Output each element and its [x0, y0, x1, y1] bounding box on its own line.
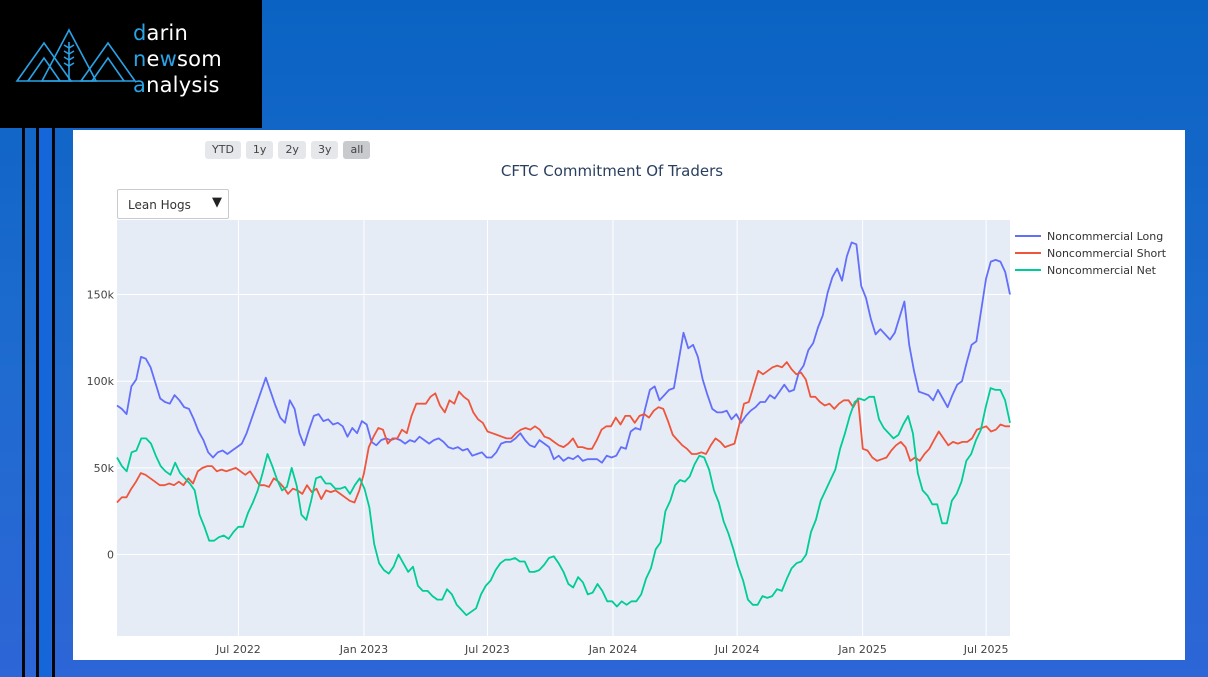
- y-tick-label: 50k: [94, 462, 115, 475]
- series-line-noncommercial-short[interactable]: [116, 361, 1010, 504]
- y-tick-label: 150k: [87, 289, 115, 302]
- brand-line-analysis: analysis: [133, 73, 220, 97]
- decor-stripe: [52, 128, 55, 677]
- series-line-noncommercial-long[interactable]: [116, 241, 1011, 464]
- x-tick-label: Jul 2025: [963, 643, 1009, 656]
- brand-line-newsom: newsom: [133, 47, 222, 71]
- series-line-noncommercial-net[interactable]: [116, 387, 1011, 617]
- brand-line-darin: darin: [133, 21, 188, 45]
- decor-stripe: [39, 128, 51, 677]
- decor-stripe: [36, 128, 39, 677]
- legend-item[interactable]: Noncommercial Long: [1015, 230, 1163, 243]
- x-tick-label: Jan 2024: [588, 643, 637, 656]
- chart-title: CFTC Commitment Of Traders: [500, 162, 724, 180]
- commodity-dropdown-value: Lean Hogs: [128, 198, 191, 212]
- brand-logo-box: darin newsom analysis: [0, 0, 262, 128]
- x-tick-label: Jul 2023: [464, 643, 510, 656]
- commodity-dropdown[interactable]: Lean Hogs ▼: [117, 189, 229, 219]
- x-tick-label: Jan 2025: [837, 643, 886, 656]
- legend-item[interactable]: Noncommercial Net: [1015, 264, 1157, 277]
- legend-label: Noncommercial Short: [1047, 247, 1167, 260]
- line-chart: Jul 2022 Jan 2023 Jul 2023 Jan 2024 Jul 2024…: [87, 220, 1167, 656]
- y-tick-label: 100k: [87, 375, 115, 388]
- legend-label: Noncommercial Net: [1047, 264, 1157, 277]
- x-tick-label: Jul 2024: [714, 643, 760, 656]
- x-tick-label: Jul 2022: [215, 643, 261, 656]
- legend-label: Noncommercial Long: [1047, 230, 1163, 243]
- range-selector: YTD 1y 2y 3y all: [205, 141, 371, 159]
- brand-wordmark: darin newsom analysis: [133, 20, 222, 98]
- range-button-1y[interactable]: 1y: [245, 141, 274, 159]
- range-button-all[interactable]: all: [343, 141, 371, 159]
- y-tick-label: 0: [107, 549, 114, 562]
- range-button-2y[interactable]: 2y: [278, 141, 306, 159]
- chart-panel: YTD 1y 2y 3y all CFTC Commitment Of Trad…: [73, 130, 1185, 660]
- wheat-mountain-logo-icon: [15, 28, 137, 82]
- range-button-3y[interactable]: 3y: [310, 141, 339, 159]
- x-tick-label: Jan 2023: [339, 643, 388, 656]
- legend-item[interactable]: Noncommercial Short: [1015, 247, 1167, 260]
- range-button-ytd[interactable]: YTD: [205, 141, 241, 159]
- caret-down-icon: ▼: [212, 195, 222, 210]
- decor-stripe: [22, 128, 25, 677]
